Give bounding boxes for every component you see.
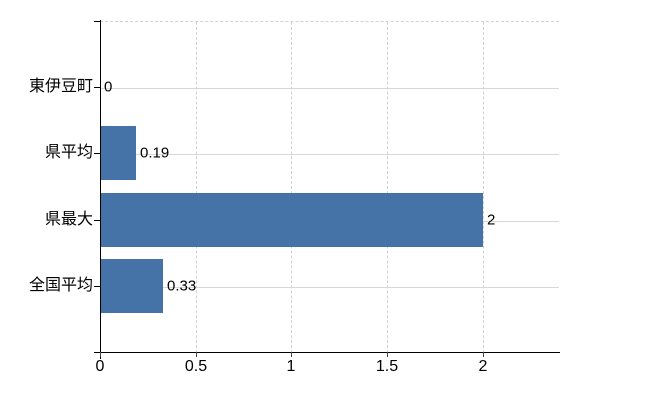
vertical-gridline [483, 22, 484, 353]
x-axis-tick-label: 1 [286, 358, 296, 375]
y-axis-top-tick [94, 21, 100, 22]
horizontal-gridline [100, 154, 559, 155]
x-axis-tick [196, 352, 197, 357]
x-axis-tick-label: 0 [95, 358, 105, 375]
x-axis-tick [100, 352, 101, 357]
bar [101, 126, 136, 180]
x-axis-tick [291, 352, 292, 357]
bar-value-label: 0 [104, 78, 113, 96]
category-label: 東伊豆町 [28, 78, 93, 95]
bar [101, 193, 483, 247]
category-label: 県平均 [44, 144, 93, 161]
vertical-gridline [291, 22, 292, 353]
plot-area [100, 21, 559, 353]
y-axis-tick [94, 153, 100, 154]
y-axis-tick [94, 286, 100, 287]
x-axis-line [94, 352, 560, 353]
category-label: 県最大 [44, 211, 93, 228]
y-axis-line [100, 20, 101, 359]
x-axis-tick [483, 352, 484, 357]
y-axis-tick [94, 87, 100, 88]
bar-value-label: 0.19 [140, 144, 170, 162]
x-axis-tick-label: 1.5 [375, 358, 399, 375]
horizontal-gridline [100, 287, 559, 288]
x-axis-tick [387, 352, 388, 357]
x-axis-tick-label: 2 [478, 358, 488, 375]
y-axis-tick [94, 220, 100, 221]
bar [101, 259, 163, 313]
x-axis-tick-label: 0.5 [184, 358, 208, 375]
horizontal-gridline [100, 88, 559, 89]
bar-value-label: 0.33 [167, 277, 197, 295]
vertical-gridline [196, 22, 197, 353]
bar-value-label: 2 [487, 211, 496, 229]
vertical-gridline [387, 22, 388, 353]
category-label: 全国平均 [28, 277, 93, 294]
